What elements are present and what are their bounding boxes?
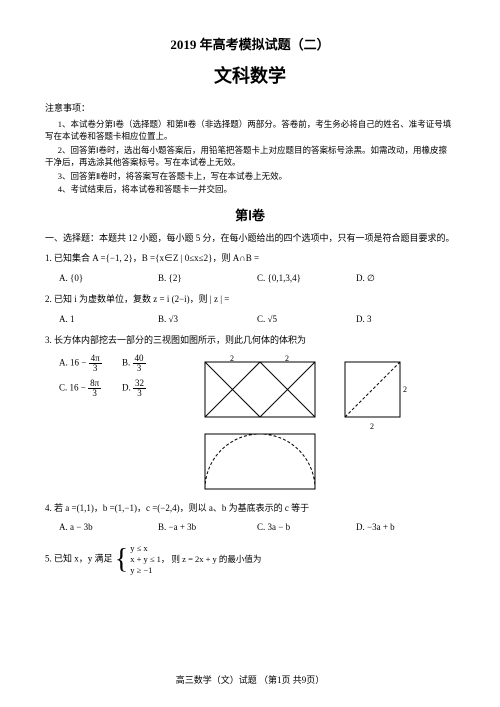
q3-figures: 2 2 2 2 (185, 354, 455, 494)
svg-text:2: 2 (403, 385, 407, 394)
q1-options: A. {0} B. {2} C. {0,1,3,4} D. ∅ (59, 272, 455, 286)
part1-title: 第Ⅰ卷 (45, 206, 455, 226)
notice-item: 4、考试结束后，将本试卷和答题卡一并交回。 (45, 184, 455, 196)
q3-opt-b: B. 403 (122, 354, 185, 373)
exam-title-line2: 文科数学 (45, 63, 455, 90)
notice-item: 1、本试卷分第Ⅰ卷（选择题）和第Ⅱ卷（非选择题）两部分。答卷前，考生务必将自己的… (45, 119, 455, 143)
svg-text:2: 2 (285, 354, 289, 363)
q1-opt-c: C. {0,1,3,4} (257, 272, 356, 286)
q1-opt-d: D. ∅ (356, 272, 455, 286)
svg-text:2: 2 (230, 354, 234, 363)
q1-opt-a: A. {0} (59, 272, 158, 286)
left-brace-icon: { (115, 546, 128, 574)
q4-opt-a: A. a − 3b (59, 521, 158, 535)
q2-opt-c: C. √5 (257, 313, 356, 327)
q2-options: A. 1 B. √3 C. √5 D. 3 (59, 313, 455, 327)
svg-text:2: 2 (370, 422, 374, 431)
q5-text: 5. 已知 x，y 满足 { y ≤ x x + y ≤ 1， 则 z = 2x… (45, 543, 455, 576)
q3-options: A. 16 − 4π3 B. 403 C. 16 − 8π3 D. 323 (59, 354, 185, 398)
part1-desc: 一、选择题：本题共 12 小题，每小题 5 分，在每小题给出的四个选项中，只有一… (45, 232, 455, 245)
notice-item: 3、回答第Ⅱ卷时，将答案写在答题卡上，写在本试卷上无效。 (45, 171, 455, 183)
q1-opt-b: B. {2} (158, 272, 257, 286)
q3-text: 3. 长方体内部挖去一部分的三视图如图所示，则此几何体的体积为 (45, 334, 455, 348)
notice-item: 2、回答第Ⅰ卷时，选出每小题答案后，用铅笔把答题卡上对应题目的答案标号涂黑。如需… (45, 145, 455, 169)
three-view-diagram: 2 2 2 2 (195, 354, 425, 494)
q1-text: 1. 已知集合 A ={−1, 2}，B ={x∈Z | 0≤x≤2}，则 A∩… (45, 252, 455, 266)
q4-text: 4. 若 a =(1,1)，b =(1,−1)，c =(−2,4)，则以 a、b… (45, 502, 455, 516)
q2-opt-a: A. 1 (59, 313, 158, 327)
q2-text: 2. 已知 i 为虚数单位，复数 z = i (2−i)，则 | z | = (45, 293, 455, 307)
q2-opt-d: D. 3 (356, 313, 455, 327)
q4-opt-d: D. −3a + b (356, 521, 455, 535)
exam-title-line1: 2019 年高考模拟试题（二） (45, 35, 455, 55)
notice-header: 注意事项： (45, 102, 455, 116)
q4-opt-c: C. 3a − b (257, 521, 356, 535)
q3-opt-a: A. 16 − 4π3 (59, 354, 122, 373)
q2-opt-b: B. √3 (158, 313, 257, 327)
q3-opt-c: C. 16 − 8π3 (59, 379, 122, 398)
page-footer: 高三数学（文）试题 （第1页 共9页） (0, 674, 500, 688)
q4-opt-b: B. −a + 3b (158, 521, 257, 535)
q3-opt-d: D. 323 (122, 379, 185, 398)
q4-options: A. a − 3b B. −a + 3b C. 3a − b D. −3a + … (59, 521, 455, 535)
